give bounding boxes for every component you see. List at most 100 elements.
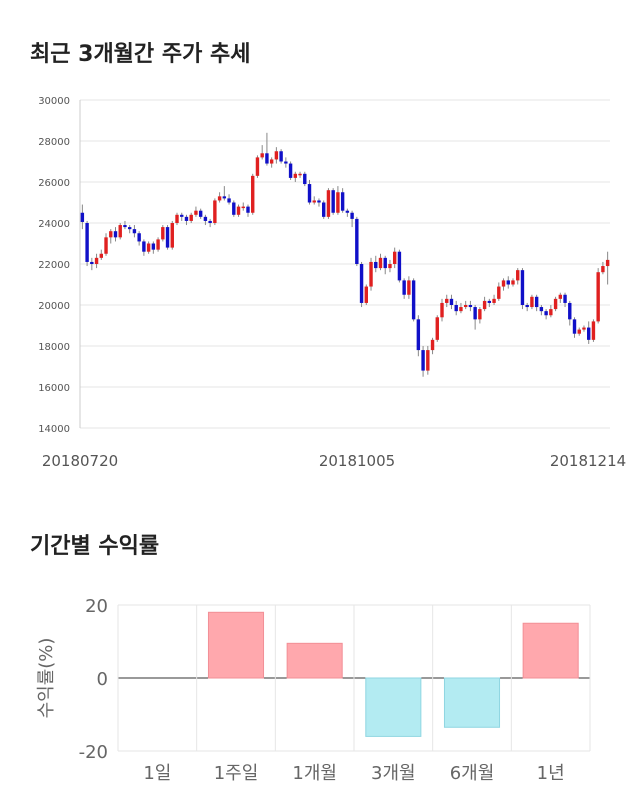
- candle-body: [156, 239, 160, 250]
- candle-body: [118, 225, 122, 238]
- candle-body: [402, 280, 406, 295]
- candle-body: [520, 270, 525, 305]
- candle-body: [307, 184, 312, 203]
- return-bar: [207, 611, 265, 679]
- candle-body: [113, 231, 118, 238]
- candle-body: [232, 202, 236, 215]
- candle-body: [85, 223, 89, 262]
- candle-body: [260, 153, 264, 158]
- y-tick-label: -20: [79, 742, 108, 763]
- candle-body: [94, 257, 99, 264]
- candle-body: [80, 212, 85, 222]
- candle-body: [246, 206, 250, 213]
- x-tick-label: 1주일: [214, 763, 259, 784]
- candle-body: [180, 214, 184, 217]
- candle-body: [137, 233, 141, 242]
- x-tick-label: 20181005: [319, 452, 395, 470]
- x-tick-label: 3개월: [371, 763, 416, 784]
- candle-body: [326, 190, 331, 217]
- x-tick-label: 1년: [537, 763, 565, 784]
- candle-body: [288, 163, 293, 178]
- candle-body: [525, 305, 529, 308]
- candle-body: [265, 153, 269, 164]
- candle-body: [478, 309, 482, 320]
- y-tick-label: 22000: [38, 260, 70, 271]
- candle-body: [364, 286, 368, 303]
- candle-body: [274, 151, 279, 160]
- candle-body: [184, 216, 189, 221]
- candle-body: [132, 229, 137, 234]
- candle-body: [146, 243, 151, 252]
- candle-body: [605, 259, 610, 267]
- x-tick-label: 20181214: [550, 452, 626, 470]
- candle-body: [430, 339, 435, 351]
- x-tick-label: 1일: [143, 763, 171, 784]
- candle-body: [350, 212, 354, 219]
- return-bar: [522, 622, 579, 679]
- candle-body: [227, 198, 231, 203]
- candle-body: [426, 350, 430, 371]
- candle-body: [222, 196, 227, 199]
- candle-body: [293, 173, 298, 178]
- candle-body: [123, 225, 127, 228]
- candle-body: [151, 243, 156, 250]
- candle-body: [336, 192, 340, 213]
- y-tick-label: 14000: [38, 424, 70, 435]
- candle-body: [322, 202, 326, 217]
- candle-body: [563, 294, 567, 303]
- candle-body: [587, 327, 591, 340]
- y-tick-label: 20: [85, 596, 108, 617]
- candle-body: [416, 319, 421, 351]
- return-chart-title: 기간별 수익률: [30, 534, 160, 559]
- y-tick-label: 20000: [38, 301, 70, 312]
- candle-body: [269, 159, 274, 164]
- candle-body: [473, 307, 477, 320]
- candle-body: [298, 173, 302, 176]
- candle-body: [487, 300, 492, 303]
- candle-body: [303, 173, 307, 185]
- candle-body: [317, 200, 321, 203]
- candle-body: [99, 253, 103, 258]
- x-tick-label: 20180720: [42, 452, 118, 470]
- candle-body: [534, 296, 539, 308]
- candle-body: [284, 161, 288, 164]
- candle-body: [601, 266, 605, 273]
- candle-body: [392, 251, 397, 264]
- candle-body: [553, 298, 558, 310]
- candle-body: [331, 190, 335, 213]
- candle-body: [312, 200, 316, 203]
- candlestick-chart: 14000 16000 18000 20000 22000 24000 26000 28000…: [38, 96, 626, 470]
- candle-body: [577, 329, 581, 334]
- candle-body: [359, 264, 364, 303]
- y-tick-label: 16000: [38, 383, 70, 394]
- candle-body: [198, 210, 203, 217]
- candle-body: [397, 251, 402, 281]
- candle-body: [104, 237, 108, 254]
- y-axis-title: 수익률(%): [36, 638, 57, 719]
- candle-body: [345, 210, 350, 213]
- y-tick-label: 0: [97, 669, 108, 690]
- candle-body: [435, 317, 439, 340]
- candle-body: [468, 305, 473, 308]
- return-bar: [365, 677, 422, 737]
- candle-body: [213, 200, 217, 223]
- price-chart-title: 최근 3개월간 주가 추세: [30, 42, 251, 67]
- x-tick-label: 1개월: [292, 763, 337, 784]
- y-tick-label: 18000: [38, 342, 70, 353]
- candle-body: [572, 319, 577, 334]
- candle-body: [355, 218, 359, 264]
- candle-body: [383, 257, 387, 269]
- candle-body: [492, 298, 496, 303]
- candle-body: [411, 280, 416, 320]
- candle-body: [236, 206, 241, 215]
- candle-body: [568, 302, 572, 320]
- candle-body: [279, 151, 283, 162]
- return-bar: [286, 642, 343, 679]
- candle-body: [539, 307, 544, 312]
- y-tick-label: 24000: [38, 219, 70, 230]
- candle-body: [549, 309, 553, 316]
- candle-body: [208, 220, 212, 223]
- candle-body: [445, 298, 449, 303]
- candle-body: [378, 257, 383, 269]
